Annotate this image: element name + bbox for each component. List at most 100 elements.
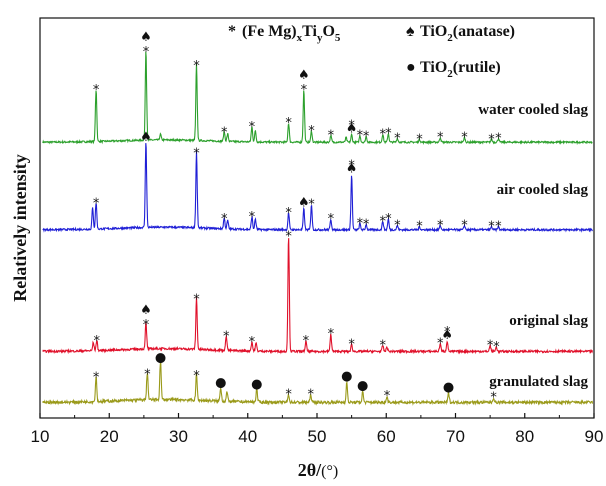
marker-ferropseudobrookite: * — [490, 391, 497, 406]
marker-ferropseudobrookite: * — [193, 59, 200, 74]
legend-entry: TiO2(anatase) — [420, 23, 515, 44]
marker-ferropseudobrookite: * — [285, 116, 292, 131]
marker-ferropseudobrookite: * — [308, 124, 315, 139]
marker-ferropseudobrookite: * — [143, 318, 150, 333]
marker-ferropseudobrookite: * — [488, 220, 495, 235]
marker-ferropseudobrookite: * — [495, 220, 502, 235]
marker-ferropseudobrookite: * — [93, 371, 100, 386]
marker-ferropseudobrookite: * — [193, 369, 200, 384]
marker-anatase: ♠ — [346, 122, 358, 137]
marker-ferropseudobrookite: * — [308, 197, 315, 212]
marker-ferropseudobrookite: * — [303, 334, 310, 349]
x-axis-label: 2θ/(°) — [298, 460, 338, 480]
series-line-3 — [42, 362, 594, 406]
marker-anatase: ♠ — [441, 328, 453, 343]
marker-ferropseudobrookite: * — [380, 128, 387, 143]
series-label: original slag — [509, 313, 588, 329]
plot-border — [39, 17, 595, 419]
marker-ferropseudobrookite: * — [94, 334, 101, 349]
marker-ferropseudobrookite: * — [357, 216, 364, 231]
marker-rutile: ● — [357, 379, 368, 394]
x-tick-label: 90 — [585, 427, 604, 446]
series-line-0 — [42, 51, 593, 146]
marker-ferropseudobrookite: * — [93, 196, 100, 211]
marker-ferropseudobrookite: * — [193, 146, 200, 161]
marker-ferropseudobrookite: * — [488, 132, 495, 147]
marker-ferropseudobrookite: * — [380, 214, 387, 229]
marker-anatase: ♠ — [140, 303, 152, 318]
marker-ferropseudobrookite: * — [437, 130, 444, 145]
marker-ferropseudobrookite: * — [308, 388, 315, 403]
marker-ferropseudobrookite: * — [328, 327, 335, 342]
marker-ferropseudobrookite: * — [444, 325, 451, 340]
marker-ferropseudobrookite: * — [363, 217, 370, 232]
series-traces — [42, 51, 594, 406]
marker-anatase: ♠ — [298, 68, 310, 83]
x-tick-label: 80 — [515, 427, 534, 446]
marker-ferropseudobrookite: * — [93, 83, 100, 98]
legend-entry: TiO2(rutile) — [420, 59, 501, 80]
marker-ferropseudobrookite: * — [249, 120, 256, 135]
x-tick-label: 70 — [446, 427, 465, 446]
marker-rutile: ● — [251, 377, 262, 392]
marker-ferropseudobrookite: * — [495, 131, 502, 146]
plot-frame: 10 20 30 40 50 60 70 80 90 — [31, 17, 604, 446]
marker-ferropseudobrookite: * — [221, 212, 228, 227]
marker-ferropseudobrookite: * — [437, 336, 444, 351]
marker-ferropseudobrookite: * — [193, 293, 200, 308]
x-tick-label: 10 — [31, 427, 50, 446]
marker-ferropseudobrookite: * — [285, 206, 292, 221]
legend-entry: (Fe Mg)xTiyO5 — [242, 23, 341, 44]
marker-ferropseudobrookite: * — [221, 126, 228, 141]
marker-ferropseudobrookite: * — [394, 131, 401, 146]
series-label: water cooled slag — [478, 102, 588, 118]
marker-ferropseudobrookite: * — [223, 329, 230, 344]
marker-rutile: ● — [341, 369, 352, 384]
marker-anatase: ♠ — [298, 196, 310, 211]
marker-ferropseudobrookite: * — [416, 132, 423, 147]
marker-ferropseudobrookite: * — [493, 340, 500, 355]
marker-anatase: ♠ — [346, 162, 358, 177]
marker-ferropseudobrookite: * — [385, 127, 392, 142]
marker-ferropseudobrookite: * — [357, 129, 364, 144]
x-tick-label: 50 — [308, 427, 327, 446]
axis-labels: Relatively intensity 2θ/(°) — [10, 154, 338, 480]
marker-ferropseudobrookite: * — [461, 130, 468, 145]
marker-ferropseudobrookite: * — [348, 338, 355, 353]
marker-ferropseudobrookite: * — [363, 130, 370, 145]
marker-ferropseudobrookite: * — [143, 45, 150, 60]
marker-ferropseudobrookite: * — [487, 339, 494, 354]
marker-ferropseudobrookite: * — [394, 219, 401, 234]
marker-ferropseudobrookite: * — [348, 119, 355, 134]
marker-rutile: ● — [443, 380, 454, 395]
x-tick-label: 20 — [100, 427, 119, 446]
marker-rutile: ● — [215, 375, 226, 390]
marker-ferropseudobrookite: * — [416, 220, 423, 235]
marker-rutile: ● — [155, 351, 166, 366]
marker-anatase: ♠ — [140, 30, 152, 45]
marker-ferropseudobrookite: * — [348, 159, 355, 174]
y-axis-label: Relatively intensity — [10, 154, 30, 301]
x-axis-label-main: 2θ/ — [298, 460, 322, 480]
legend: * (Fe Mg)xTiyO5 ♠ TiO2(anatase)● TiO2(rutile… — [228, 23, 515, 80]
series-labels: water cooled slag air cooled slag original… — [478, 102, 588, 390]
legend-symbol: ♠ — [406, 23, 415, 40]
marker-ferropseudobrookite: * — [285, 388, 292, 403]
legend-symbol: ● — [406, 59, 416, 76]
marker-ferropseudobrookite: * — [301, 83, 308, 98]
marker-ferropseudobrookite: * — [249, 335, 256, 350]
peak-markers: **♠** * **♠* * ♠** * * * * * * * * **♠** * *♠**♠** * * * * *… — [93, 30, 502, 406]
series-label: granulated slag — [489, 374, 588, 390]
marker-ferropseudobrookite: * — [144, 367, 151, 382]
marker-ferropseudobrookite: * — [328, 212, 335, 227]
marker-ferropseudobrookite: * — [384, 389, 391, 404]
marker-ferropseudobrookite: * — [437, 219, 444, 234]
series-line-2 — [42, 238, 594, 355]
legend-symbol: * — [228, 23, 236, 40]
marker-ferropseudobrookite: * — [328, 129, 335, 144]
marker-ferropseudobrookite: * — [285, 229, 292, 244]
x-tick-label: 60 — [377, 427, 396, 446]
marker-ferropseudobrookite: * — [385, 212, 392, 227]
series-line-1 — [42, 143, 593, 233]
